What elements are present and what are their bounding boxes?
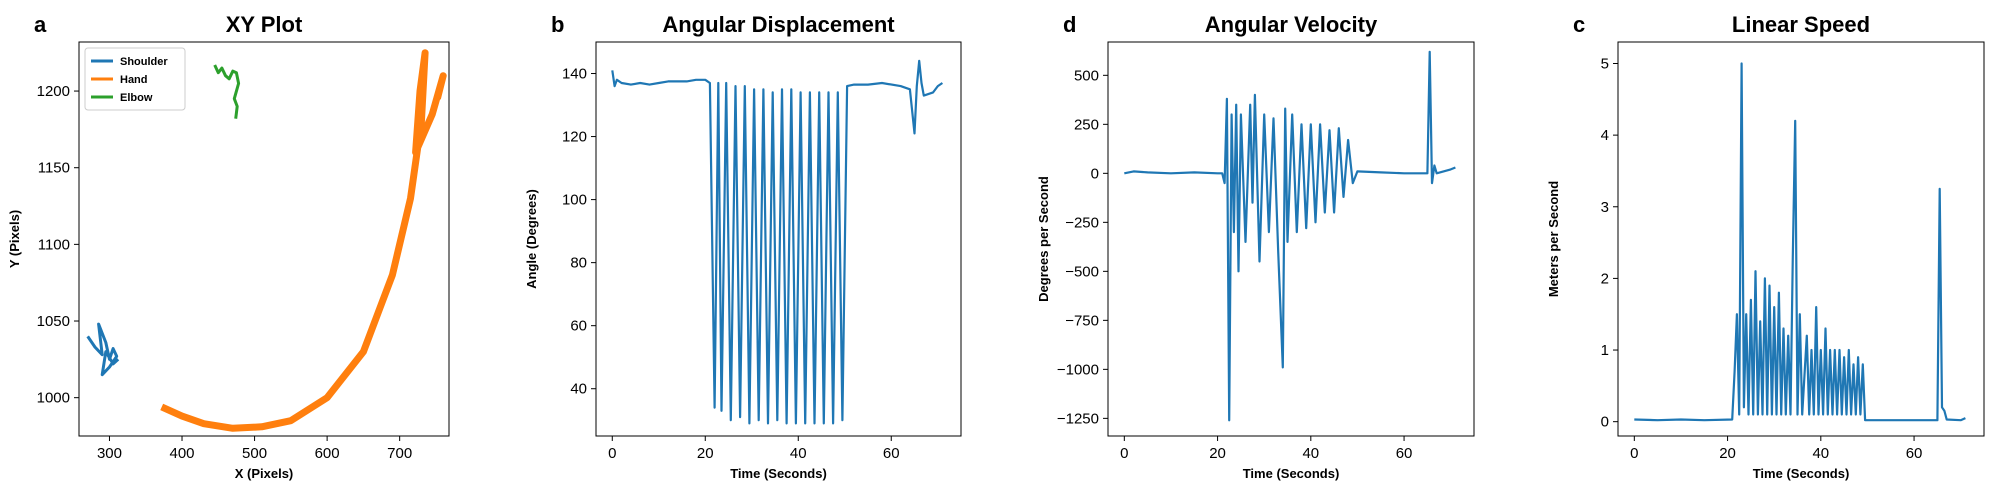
x-tick-label: 40 [790, 445, 807, 462]
series-line [86, 322, 120, 377]
y-tick-label: 0 [1091, 165, 1099, 182]
y-tick-label: 80 [570, 255, 587, 272]
panel-label: a [34, 12, 47, 37]
y-tick-label: 500 [1074, 67, 1099, 84]
plot-area [1124, 50, 1456, 422]
plot-area [611, 59, 944, 425]
axes-frame [1617, 41, 1985, 437]
x-tick-label: 40 [1302, 445, 1319, 462]
plot-area [1634, 62, 1966, 422]
axes-frame [1107, 41, 1475, 437]
x-tick-label: 0 [1120, 445, 1128, 462]
chart-title: Angular Displacement [662, 12, 895, 37]
y-tick-label: 1050 [37, 313, 70, 330]
x-tick-label: 20 [697, 445, 714, 462]
x-tick-label: 60 [1396, 445, 1413, 462]
y-tick-label: −1250 [1057, 410, 1099, 427]
x-tick-label: 20 [1209, 445, 1226, 462]
axes-frame [78, 41, 450, 437]
x-axis-label: X (Pixels) [235, 466, 294, 481]
panel-label: c [1573, 12, 1585, 37]
y-axis-label: Angle (Degrees) [524, 189, 539, 289]
x-tick-label: 700 [387, 445, 412, 462]
y-tick-label: 1150 [38, 160, 70, 177]
y-tick-label: 1100 [38, 236, 70, 253]
legend-label: Hand [120, 74, 148, 86]
plot-area [86, 49, 447, 432]
series-line [1634, 62, 1966, 422]
x-axis-label: Time (Seconds) [1753, 466, 1850, 481]
panel-label: b [551, 12, 564, 37]
y-tick-label: −500 [1065, 263, 1099, 280]
x-tick-label: 0 [608, 445, 616, 462]
x-tick-label: 40 [1812, 445, 1829, 462]
legend-box [84, 47, 186, 111]
y-tick-label: 40 [570, 381, 587, 398]
y-tick-label: 1 [1601, 342, 1609, 359]
y-tick-label: 3 [1601, 199, 1609, 216]
y-tick-label: 2 [1601, 270, 1609, 287]
y-tick-label: 4 [1601, 127, 1609, 144]
y-tick-label: −750 [1065, 312, 1099, 329]
x-tick-label: 600 [315, 445, 340, 462]
y-tick-label: 100 [562, 192, 587, 209]
y-tick-label: 1000 [37, 390, 70, 407]
series-line [160, 49, 447, 432]
panel-label: d [1063, 12, 1076, 37]
legend-label: Shoulder [120, 56, 168, 68]
x-tick-label: 0 [1630, 445, 1638, 462]
y-axis-label: Degrees per Second [1036, 176, 1051, 302]
chart-title: XY Plot [226, 12, 303, 37]
y-tick-label: 0 [1601, 414, 1609, 431]
x-axis-label: Time (Seconds) [730, 466, 827, 481]
x-tick-label: 60 [1906, 445, 1923, 462]
y-tick-label: 1200 [37, 83, 70, 100]
y-tick-label: −250 [1065, 214, 1099, 231]
x-tick-label: 300 [97, 445, 122, 462]
chart-title: Angular Velocity [1205, 12, 1378, 37]
x-tick-label: 400 [170, 445, 195, 462]
x-tick-label: 500 [242, 445, 267, 462]
chart-title: Linear Speed [1732, 12, 1870, 37]
y-tick-label: 140 [562, 66, 587, 83]
x-tick-label: 60 [883, 445, 900, 462]
series-line [1124, 50, 1456, 422]
y-tick-label: 120 [562, 129, 587, 146]
series-line [611, 59, 944, 425]
x-axis-label: Time (Seconds) [1243, 466, 1340, 481]
y-tick-label: 250 [1074, 116, 1099, 133]
y-tick-label: −1000 [1057, 361, 1099, 378]
x-tick-label: 20 [1719, 445, 1736, 462]
legend-label: Elbow [120, 92, 153, 104]
series-line [213, 64, 241, 119]
axes-frame [595, 41, 962, 437]
y-tick-label: 60 [570, 318, 587, 335]
y-tick-label: 5 [1601, 55, 1609, 72]
y-axis-label: Meters per Second [1546, 181, 1561, 297]
y-axis-label: Y (Pixels) [7, 210, 22, 268]
